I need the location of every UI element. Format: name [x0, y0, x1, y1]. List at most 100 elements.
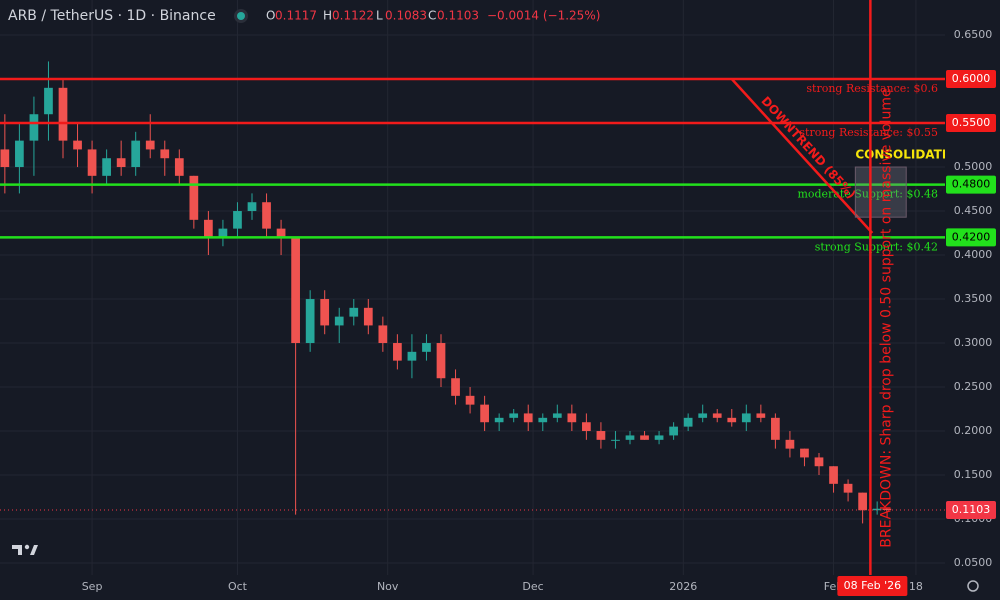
candle-body: [509, 413, 519, 418]
candle-body: [465, 395, 475, 405]
candle-body: [378, 325, 388, 344]
candle-body: [523, 413, 533, 423]
candle-body: [262, 202, 271, 229]
candle-body: [625, 435, 635, 440]
candle-body: [407, 351, 417, 361]
candle-body: [843, 483, 853, 493]
candle-body: [247, 202, 257, 212]
candle-body: [276, 228, 286, 238]
candle-body: [218, 228, 228, 238]
candle-body: [480, 404, 489, 423]
x-tick-label: Nov: [377, 580, 399, 593]
candle-body: [800, 448, 809, 458]
consolidation-label: CONSOLIDATION: [855, 148, 966, 162]
level-tag-label: 0.4800: [952, 178, 991, 191]
candle-body: [858, 492, 867, 511]
candle-body: [15, 140, 24, 168]
candle-body: [785, 439, 795, 449]
candle-body: [422, 343, 431, 352]
x-tick-label: Sep: [82, 580, 103, 593]
candle-body: [756, 413, 766, 418]
tv-logo: [12, 544, 38, 555]
candle-body: [814, 457, 824, 467]
gear[interactable]: [967, 580, 979, 592]
candle-body: [640, 435, 649, 440]
y-tick-label: 0.0500: [954, 556, 993, 569]
candle-body: [538, 417, 548, 423]
candle-body: [611, 439, 620, 441]
candle-body: [882, 508, 892, 510]
y-tick-label: 0.2000: [954, 424, 993, 437]
header: ARB / TetherUS · 1D · Binance O 0.1117 H 0.…: [8, 8, 600, 24]
y-tick-label: 0.5000: [954, 160, 993, 173]
y-tick-label: 0.1500: [954, 468, 993, 481]
level-tag-label: 0.4200: [952, 230, 991, 243]
candle-body: [233, 211, 242, 229]
candle-body: [44, 87, 53, 115]
candle-body: [73, 140, 82, 150]
logo-part: [24, 544, 30, 550]
candle-body: [829, 466, 838, 484]
trendline: [730, 78, 874, 234]
x-tick-label: 2026: [669, 580, 697, 593]
y-tick-label: 0.4500: [954, 204, 993, 217]
candle-body: [291, 237, 300, 344]
candle-body: [145, 140, 155, 150]
ohlc-value: 0.1083: [385, 9, 427, 23]
candle-body: [334, 316, 344, 326]
candle-body: [771, 417, 780, 440]
candle-body: [116, 158, 126, 168]
candle-body: [102, 158, 111, 176]
level-tag-label: 0.5500: [952, 116, 991, 129]
candle-body: [204, 219, 213, 238]
ohlc-label: O: [266, 9, 275, 23]
change-value: −0.0014 (−1.25%): [487, 9, 600, 23]
candle-body: [189, 175, 199, 220]
candle-body: [741, 413, 751, 423]
x-tick-label: 18: [909, 580, 923, 593]
level-note: strong Resistance: $0.55: [799, 126, 938, 139]
level-tag: [946, 114, 996, 133]
candle-body: [669, 426, 678, 436]
symbol-title: ARB / TetherUS · 1D · Binance: [8, 8, 216, 24]
axes: 0.6500 0.6000 0.5500 0.5000 0.4500 0.4000 0.35…: [82, 28, 996, 596]
candle-body: [582, 422, 591, 432]
ohlc-value: 0.1122: [332, 9, 374, 23]
level-tag: [946, 70, 996, 89]
y-tick-label: 0.4000: [954, 248, 993, 261]
logo-part: [12, 545, 22, 555]
candle-body: [712, 413, 722, 418]
candle-body: [87, 149, 97, 176]
crosshair-tag: [837, 576, 908, 596]
settings-icon[interactable]: [967, 580, 979, 592]
plot-area: strong Resistance: $0.6 strong Resistance…: [0, 0, 966, 575]
status-dot: [237, 12, 245, 20]
logo-part: [30, 545, 38, 555]
breakdown-label: BREAKDOWN: Sharp drop below 0.50 support…: [878, 88, 894, 547]
consolidation-box: [854, 166, 907, 218]
ohlc-label: H: [323, 9, 332, 23]
price-tag: [946, 500, 996, 519]
x-tick-label: Dec: [522, 580, 543, 593]
candle-body: [29, 114, 39, 141]
candle-body: [436, 343, 446, 379]
candle-body: [393, 343, 402, 361]
x-tick-label: Oct: [228, 580, 248, 593]
y-tick-label: 0.2500: [954, 380, 993, 393]
candle-body: [363, 307, 373, 326]
crosshair-label: 08 Feb '26: [844, 579, 902, 592]
candle-body: [0, 149, 10, 168]
candle-body: [305, 299, 315, 344]
candle-body: [320, 299, 330, 326]
candle-body: [494, 417, 504, 423]
price-tag-label: 0.1103: [952, 503, 991, 516]
level-tag: [946, 175, 996, 194]
ohlc-label: C: [428, 9, 436, 23]
candle-body: [131, 140, 141, 168]
ohlc-value: 0.1103: [437, 9, 479, 23]
candle-body: [567, 413, 577, 423]
candle-body: [552, 413, 562, 418]
level-tag-label: 0.6000: [952, 72, 991, 85]
candle-body: [349, 307, 359, 317]
